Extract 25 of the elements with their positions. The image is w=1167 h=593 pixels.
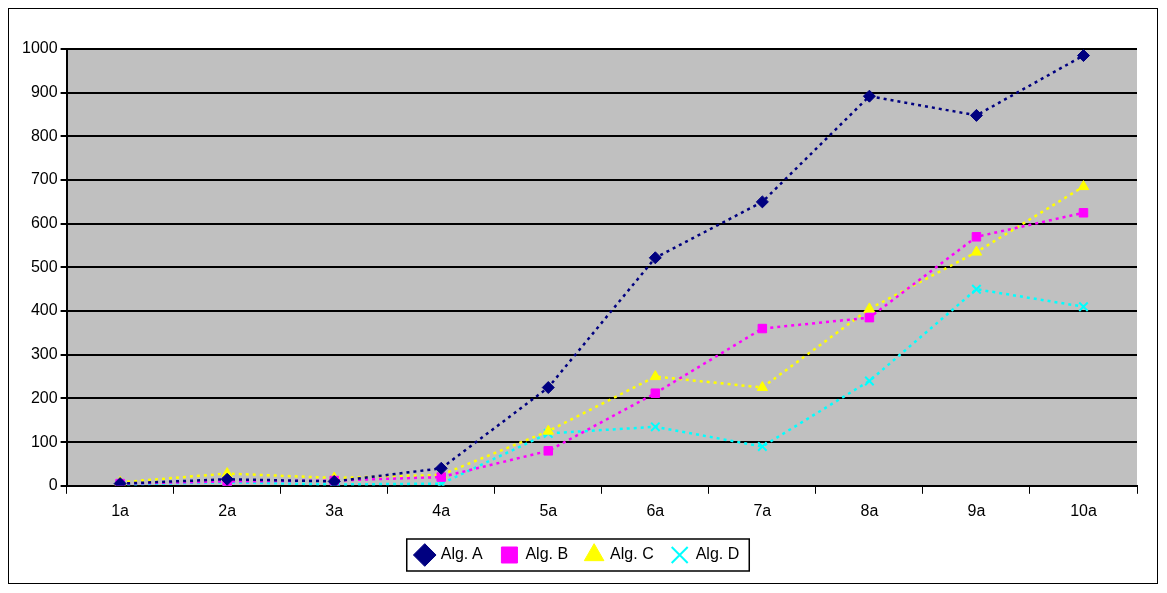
x-tick-label: 6a — [646, 501, 665, 519]
y-tick-label: 800 — [30, 126, 58, 144]
x-tick-label: 1a — [111, 501, 130, 519]
x-tick-label: 10a — [1070, 501, 1097, 519]
y-tick-label: 200 — [30, 388, 58, 406]
x-tick-label: 2a — [218, 501, 237, 519]
legend-label: Alg. B — [525, 545, 569, 563]
y-tick-label: 300 — [30, 345, 58, 363]
x-tick-label: 5a — [539, 501, 558, 519]
x-tick-label: 9a — [967, 501, 986, 519]
legend-label: Alg. D — [695, 545, 740, 563]
y-tick-label: 600 — [30, 214, 58, 232]
y-tick-label: 400 — [30, 301, 58, 319]
legend-label: Alg. A — [440, 545, 483, 563]
y-tick-label: 0 — [48, 476, 58, 494]
y-tick-label: 700 — [30, 170, 58, 188]
y-tick-label: 900 — [30, 83, 58, 101]
x-tick-label: 7a — [753, 501, 772, 519]
y-tick-label: 1000 — [22, 39, 58, 57]
x-tick-label: 3a — [325, 501, 344, 519]
y-tick-label: 500 — [30, 257, 58, 275]
x-tick-label: 8a — [860, 501, 879, 519]
y-tick-label: 100 — [30, 432, 58, 450]
legend-label: Alg. C — [610, 545, 654, 563]
x-tick-label: 4a — [432, 501, 451, 519]
